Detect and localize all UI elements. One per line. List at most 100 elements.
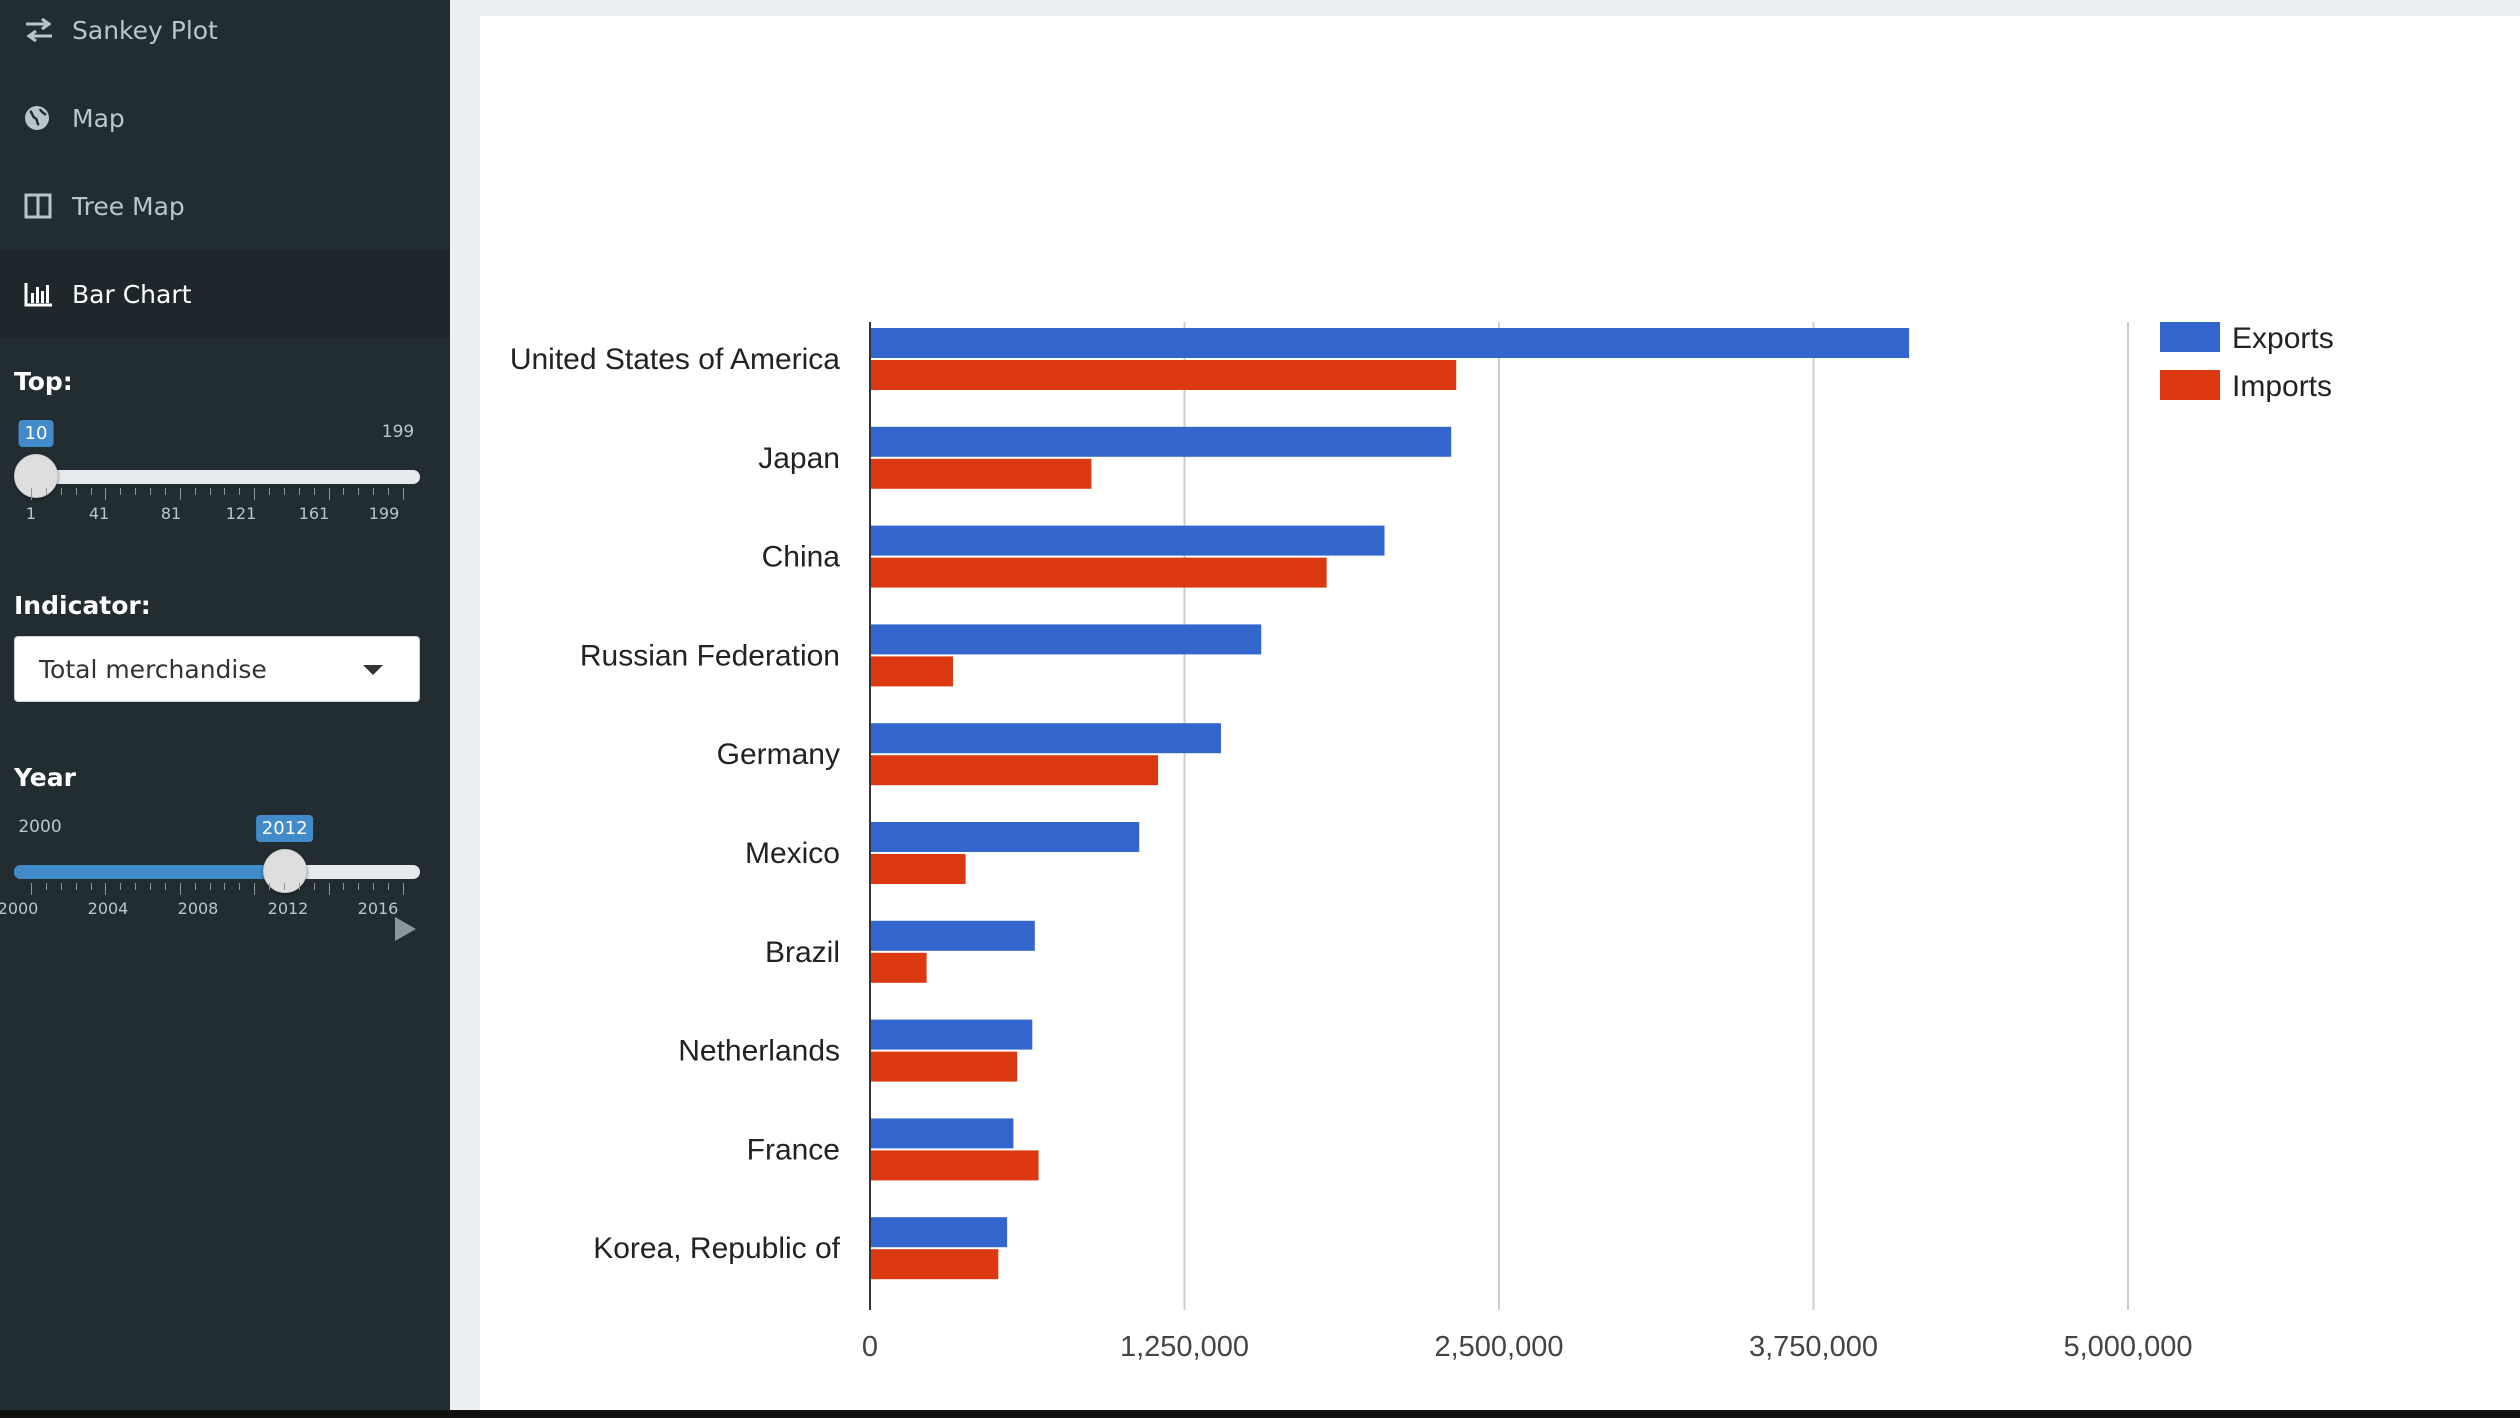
menu-item-label: Bar Chart xyxy=(72,279,192,309)
slider-tick xyxy=(343,883,345,890)
slider-value-badge: 2012 xyxy=(255,815,314,842)
slider-tick xyxy=(209,883,211,890)
exchange-icon xyxy=(24,17,72,43)
bar-imports xyxy=(870,854,966,884)
year-slider-label: Year xyxy=(14,763,76,792)
slider-tick xyxy=(105,883,107,895)
indicator-label: Indicator: xyxy=(14,591,151,620)
slider-tick xyxy=(150,488,152,495)
menu-item-map[interactable]: Map xyxy=(0,74,450,162)
caret-down-icon xyxy=(363,665,383,675)
legend-swatch-exports xyxy=(2160,322,2220,352)
bar-imports xyxy=(870,458,1092,489)
slider-tick-label: 2000 xyxy=(0,899,39,918)
menu-item-label: Tree Map xyxy=(72,191,185,221)
slider-tick-label: 199 xyxy=(368,504,400,523)
slider-tick xyxy=(328,883,330,895)
play-icon[interactable] xyxy=(395,917,416,941)
bar-imports xyxy=(870,360,1457,390)
slider-track[interactable] xyxy=(14,470,420,484)
slider-tick-label: 2012 xyxy=(267,899,309,918)
slider-tick xyxy=(269,883,271,890)
category-label: China xyxy=(762,541,841,574)
x-tick-label: 2,500,000 xyxy=(1434,1331,1563,1363)
slider-tick xyxy=(105,488,107,500)
slider-tick xyxy=(388,488,390,495)
slider-tick xyxy=(403,488,404,500)
slider-tick xyxy=(298,883,300,890)
slider-tick xyxy=(194,488,196,495)
bar-exports xyxy=(870,1118,1014,1149)
slider-tick-label: 81 xyxy=(160,504,182,523)
bar-exports xyxy=(870,624,1262,655)
bar-imports xyxy=(870,656,954,687)
category-label: Korea, Republic of xyxy=(593,1232,840,1265)
x-tick-label: 0 xyxy=(862,1331,878,1363)
slider-tick xyxy=(358,883,360,890)
chart-panel: 0 1,250,000 2,500,000 3,750,000 5,000,000 Uni… xyxy=(480,16,2520,1410)
slider-tick-label: 161 xyxy=(298,504,330,523)
menu-item-bar-chart[interactable]: Bar Chart xyxy=(0,250,450,338)
slider-tick xyxy=(31,883,32,895)
slider-tick xyxy=(135,883,137,890)
indicator-select[interactable]: Total merchandise xyxy=(14,636,420,702)
slider-tick xyxy=(179,488,181,500)
slider-fill xyxy=(14,865,285,879)
slider-tick xyxy=(373,883,375,890)
slider-tick xyxy=(298,488,300,495)
category-label: Mexico xyxy=(745,837,840,870)
menu-item-label: Sankey Plot xyxy=(72,15,218,45)
legend-label: Exports xyxy=(2232,322,2334,355)
category-label: France xyxy=(747,1133,840,1166)
bar-exports xyxy=(870,822,1140,852)
category-label: United States of America xyxy=(510,343,840,376)
slider-tick xyxy=(164,488,166,495)
slider-tick xyxy=(194,883,196,890)
slider-tick xyxy=(31,488,32,500)
top-slider[interactable]: 10 199 1 41 81 121 161 199 xyxy=(14,392,420,523)
slider-tick-label: 2008 xyxy=(177,899,219,918)
slider-tick xyxy=(239,883,241,890)
x-tick-label: 3,750,000 xyxy=(1749,1331,1878,1363)
slider-tick xyxy=(60,488,62,495)
category-label: Japan xyxy=(758,442,840,475)
bar-imports xyxy=(870,557,1327,588)
slider-tick xyxy=(283,488,285,495)
slider-ticks xyxy=(14,883,420,895)
slider-tick xyxy=(343,488,345,495)
menu-item-sankey-plot[interactable]: Sankey Plot xyxy=(0,0,450,74)
slider-handle[interactable] xyxy=(14,454,58,498)
slider-tick xyxy=(60,883,62,890)
slider-tick-label: 41 xyxy=(88,504,110,523)
slider-tick xyxy=(75,883,77,890)
category-label: Germany xyxy=(717,738,840,771)
slider-tick xyxy=(254,488,256,500)
globe-icon xyxy=(24,105,72,131)
bar-imports xyxy=(870,1051,1018,1082)
category-label: Russian Federation xyxy=(580,639,840,672)
slider-tick xyxy=(75,488,77,495)
slider-tick xyxy=(283,883,285,890)
menu-item-tree-map[interactable]: Tree Map xyxy=(0,162,450,250)
bar-exports xyxy=(870,723,1221,754)
year-slider[interactable]: 2000 2012 2000 2004 2008 2012 2016 xyxy=(0,787,420,918)
slider-tick xyxy=(388,883,390,890)
bottom-bar xyxy=(0,1410,2520,1418)
slider-tick-label: 2004 xyxy=(87,899,129,918)
slider-tick xyxy=(224,488,226,495)
menu-item-label: Map xyxy=(72,103,125,133)
bar-exports xyxy=(870,1019,1033,1050)
slider-tick xyxy=(164,883,166,890)
slider-tick xyxy=(313,488,315,495)
legend-swatch-imports xyxy=(2160,370,2220,400)
category-label: Netherlands xyxy=(678,1035,840,1068)
slider-value-badge: 10 xyxy=(18,420,54,447)
bar-chart: 0 1,250,000 2,500,000 3,750,000 5,000,000 Uni… xyxy=(510,322,2334,1363)
bar-exports xyxy=(870,1217,1008,1248)
top-slider-label: Top: xyxy=(14,367,73,396)
bar-imports xyxy=(870,952,927,983)
slider-tick xyxy=(45,488,47,495)
bar-exports xyxy=(870,426,1452,457)
slider-tick xyxy=(120,883,122,890)
slider-tick xyxy=(269,488,271,495)
